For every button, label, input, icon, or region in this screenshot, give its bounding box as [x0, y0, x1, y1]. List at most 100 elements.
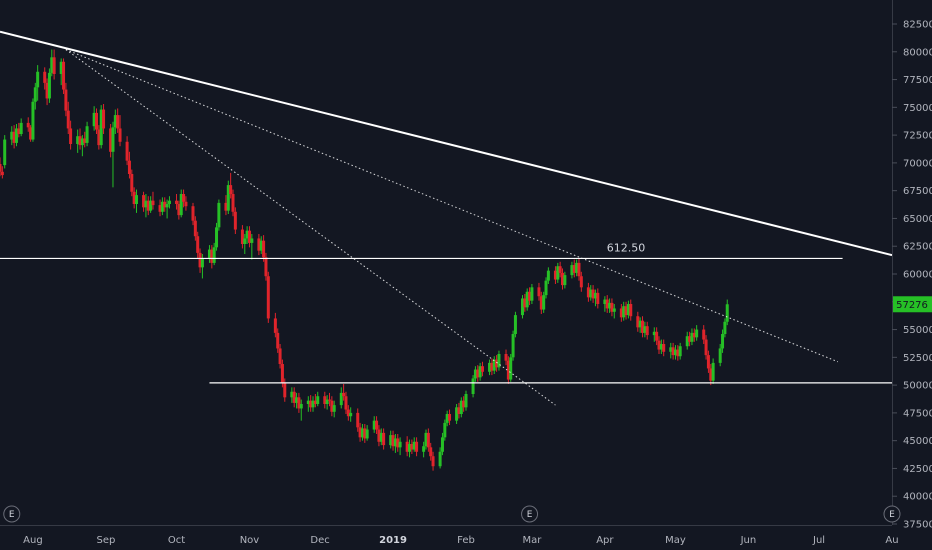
candle	[309, 395, 313, 412]
earnings-marker[interactable]: E	[3, 505, 21, 523]
candle-body	[240, 229, 244, 244]
candle-body	[643, 326, 647, 333]
earnings-marker-circle	[3, 505, 21, 523]
candle	[586, 282, 590, 302]
candle-body	[278, 348, 282, 364]
candle-body	[262, 240, 266, 258]
candle	[290, 387, 294, 403]
candle-body	[217, 202, 221, 228]
candle	[610, 298, 614, 317]
candle-body	[52, 57, 56, 74]
candle	[608, 298, 612, 313]
candle	[685, 331, 689, 350]
candle-body	[29, 127, 33, 140]
candle	[264, 252, 268, 281]
candle	[572, 259, 576, 278]
candle-body	[12, 131, 16, 143]
candle-body	[142, 195, 146, 208]
candle	[624, 301, 628, 320]
candle	[389, 430, 393, 449]
candle-body	[116, 115, 120, 129]
candle	[426, 428, 430, 452]
candle	[372, 416, 376, 433]
candle	[596, 288, 600, 309]
candle-body	[659, 344, 663, 350]
candle	[673, 345, 677, 360]
price-axis-tick-label: 67500	[903, 186, 932, 197]
candle-body	[610, 302, 614, 312]
candle	[47, 68, 51, 103]
candle	[151, 191, 155, 210]
candle	[160, 197, 164, 216]
candle	[471, 375, 475, 398]
candle-body	[264, 257, 268, 277]
candle	[210, 245, 214, 269]
price-axis-tick-label: 70000	[903, 158, 932, 169]
time-axis[interactable]: Aug Sep Oct Nov Dec 2019 Feb Mar Apr May Jun Jul Au	[23, 535, 898, 546]
candle	[19, 118, 23, 137]
earnings-marker[interactable]: E	[521, 505, 539, 523]
candle-body	[662, 344, 666, 352]
candle-body	[671, 347, 675, 356]
trend-line[interactable]	[65, 49, 556, 406]
candle	[619, 304, 623, 322]
candle-body	[163, 201, 167, 208]
candle	[391, 430, 395, 451]
time-axis-tick-label: Jun	[740, 535, 757, 546]
candle	[424, 429, 428, 450]
candle	[212, 242, 216, 266]
candle	[184, 196, 188, 211]
earnings-marker-label: E	[889, 510, 895, 520]
candle-body	[257, 238, 261, 251]
candle	[196, 231, 200, 259]
candle	[506, 356, 510, 384]
candle	[429, 442, 433, 461]
candle-body	[603, 299, 607, 304]
candle	[109, 124, 113, 158]
candle-body	[224, 202, 228, 211]
candle-body	[276, 332, 280, 349]
candle-body	[97, 129, 101, 146]
trend-line[interactable]	[65, 49, 839, 363]
candle	[92, 106, 96, 131]
candle	[313, 394, 317, 408]
price-axis-tick-label: 72500	[903, 131, 932, 142]
candle-body	[511, 334, 515, 358]
candle-body	[408, 444, 412, 452]
time-axis-tick-label: Apr	[596, 535, 614, 546]
candle-body	[127, 160, 131, 174]
last-price-tag-box	[893, 296, 932, 313]
earnings-marker[interactable]: E	[883, 505, 901, 523]
candle	[346, 405, 350, 421]
candle-body	[495, 359, 499, 368]
candle-body	[513, 315, 517, 334]
candle	[273, 312, 277, 338]
candle-body	[530, 287, 534, 301]
candle-body	[198, 252, 202, 268]
candle-body	[259, 240, 263, 251]
candle-body	[363, 428, 367, 439]
candle-body	[14, 128, 18, 143]
candle-body	[561, 272, 565, 286]
candle	[570, 261, 574, 279]
trend-line[interactable]	[0, 30, 893, 257]
candle-body	[0, 171, 4, 176]
candle-body	[624, 306, 628, 316]
price-axis[interactable]: 37500 40000 42500 45000 47500 50000 52500 55000…	[892, 20, 932, 531]
candle-body	[342, 392, 346, 397]
candle-body	[440, 437, 444, 452]
candle-body	[706, 355, 710, 369]
candle-body	[210, 249, 214, 263]
candle	[363, 424, 367, 443]
candle-body	[723, 321, 727, 334]
candle-body	[360, 428, 364, 438]
candle	[278, 344, 282, 369]
candle	[262, 235, 266, 262]
candle	[111, 121, 115, 188]
candle-body	[389, 435, 393, 446]
candle	[259, 236, 263, 254]
candle-body	[575, 262, 579, 273]
candle	[149, 196, 153, 213]
candle	[455, 404, 459, 424]
candle-body	[652, 331, 656, 336]
